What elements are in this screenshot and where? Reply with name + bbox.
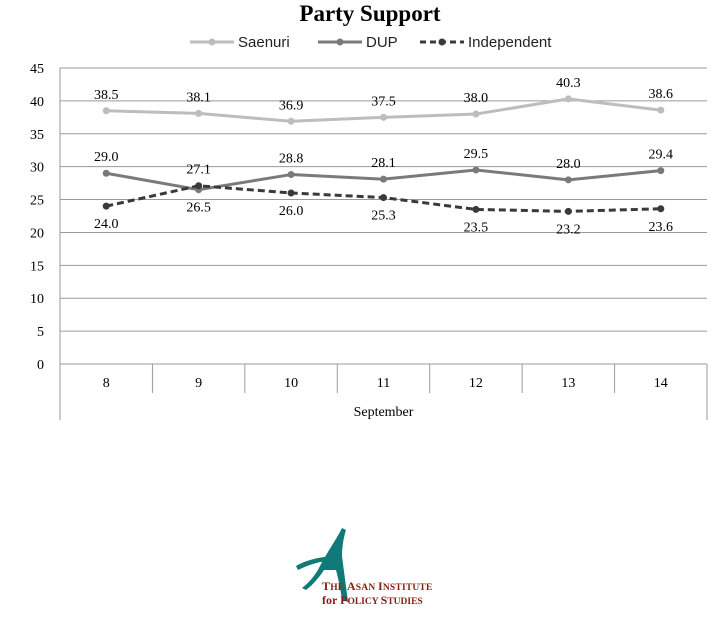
chart-title: Party Support — [299, 1, 441, 26]
data-label: 28.1 — [371, 156, 396, 171]
data-point — [472, 205, 480, 213]
data-label: 23.6 — [649, 220, 674, 235]
legend-swatch-marker — [438, 38, 446, 46]
x-tick-label: 13 — [561, 376, 575, 391]
data-label: 28.0 — [556, 157, 581, 172]
data-point — [472, 166, 480, 174]
x-tick-label: 8 — [103, 376, 110, 391]
data-label: 26.5 — [186, 201, 211, 216]
y-tick-label: 35 — [30, 128, 44, 143]
y-tick-label: 45 — [30, 62, 44, 77]
data-point — [287, 117, 295, 125]
legend-swatch-marker — [336, 38, 344, 46]
x-tick-label: 12 — [469, 376, 483, 391]
data-label: 29.5 — [464, 147, 489, 162]
data-point — [380, 175, 387, 183]
data-point — [564, 207, 572, 215]
data-point — [380, 194, 387, 202]
data-point — [657, 106, 665, 114]
legend-swatch-marker — [208, 38, 216, 46]
data-label: 36.9 — [279, 98, 304, 113]
data-point — [195, 109, 203, 117]
x-tick-label: 10 — [284, 376, 298, 391]
data-point — [564, 176, 572, 184]
logo-text-line1: THE ASAN INSTITUTE — [322, 579, 433, 593]
legend-label: DUP — [366, 34, 398, 51]
y-tick-label: 30 — [30, 161, 44, 176]
legend-label: Saenuri — [238, 34, 290, 51]
asan-logo-mark-icon — [296, 528, 348, 602]
data-point — [564, 95, 572, 103]
data-label: 29.4 — [649, 148, 674, 163]
data-point — [380, 113, 387, 121]
x-tick-label: 14 — [654, 376, 668, 391]
data-label: 25.3 — [371, 209, 396, 224]
y-tick-label: 5 — [37, 325, 44, 340]
data-point — [472, 110, 480, 118]
y-tick-label: 0 — [37, 358, 44, 373]
data-label: 37.5 — [371, 94, 396, 109]
data-point — [102, 202, 110, 210]
data-label: 27.1 — [186, 163, 211, 178]
data-point — [287, 171, 295, 179]
data-label: 38.0 — [464, 91, 489, 106]
y-tick-label: 20 — [30, 226, 44, 241]
x-axis-label: September — [354, 405, 414, 420]
data-label: 38.1 — [186, 90, 211, 105]
y-tick-label: 40 — [30, 95, 44, 110]
data-label: 38.5 — [94, 88, 119, 103]
data-point — [287, 189, 295, 197]
y-tick-label: 10 — [30, 292, 44, 307]
data-point — [102, 107, 110, 115]
data-label: 40.3 — [556, 76, 581, 91]
data-label: 24.0 — [94, 217, 119, 232]
asan-institute-logo: THE ASAN INSTITUTE for POLICY STUDIES — [296, 526, 456, 607]
data-point — [657, 167, 665, 175]
data-label: 23.2 — [556, 222, 581, 237]
data-point — [102, 169, 110, 177]
data-label: 38.6 — [649, 87, 674, 102]
y-tick-label: 15 — [30, 259, 44, 274]
x-tick-label: 11 — [377, 376, 390, 391]
x-tick-label: 9 — [195, 376, 202, 391]
data-label: 29.0 — [94, 150, 119, 165]
data-label: 23.5 — [464, 220, 489, 235]
data-point — [657, 205, 665, 213]
data-point — [195, 182, 203, 190]
data-label: 26.0 — [279, 204, 304, 219]
logo-text-line2: for POLICY STUDIES — [322, 593, 423, 607]
y-tick-label: 25 — [30, 194, 44, 209]
legend-label: Independent — [468, 34, 552, 51]
data-label: 28.8 — [279, 152, 304, 167]
